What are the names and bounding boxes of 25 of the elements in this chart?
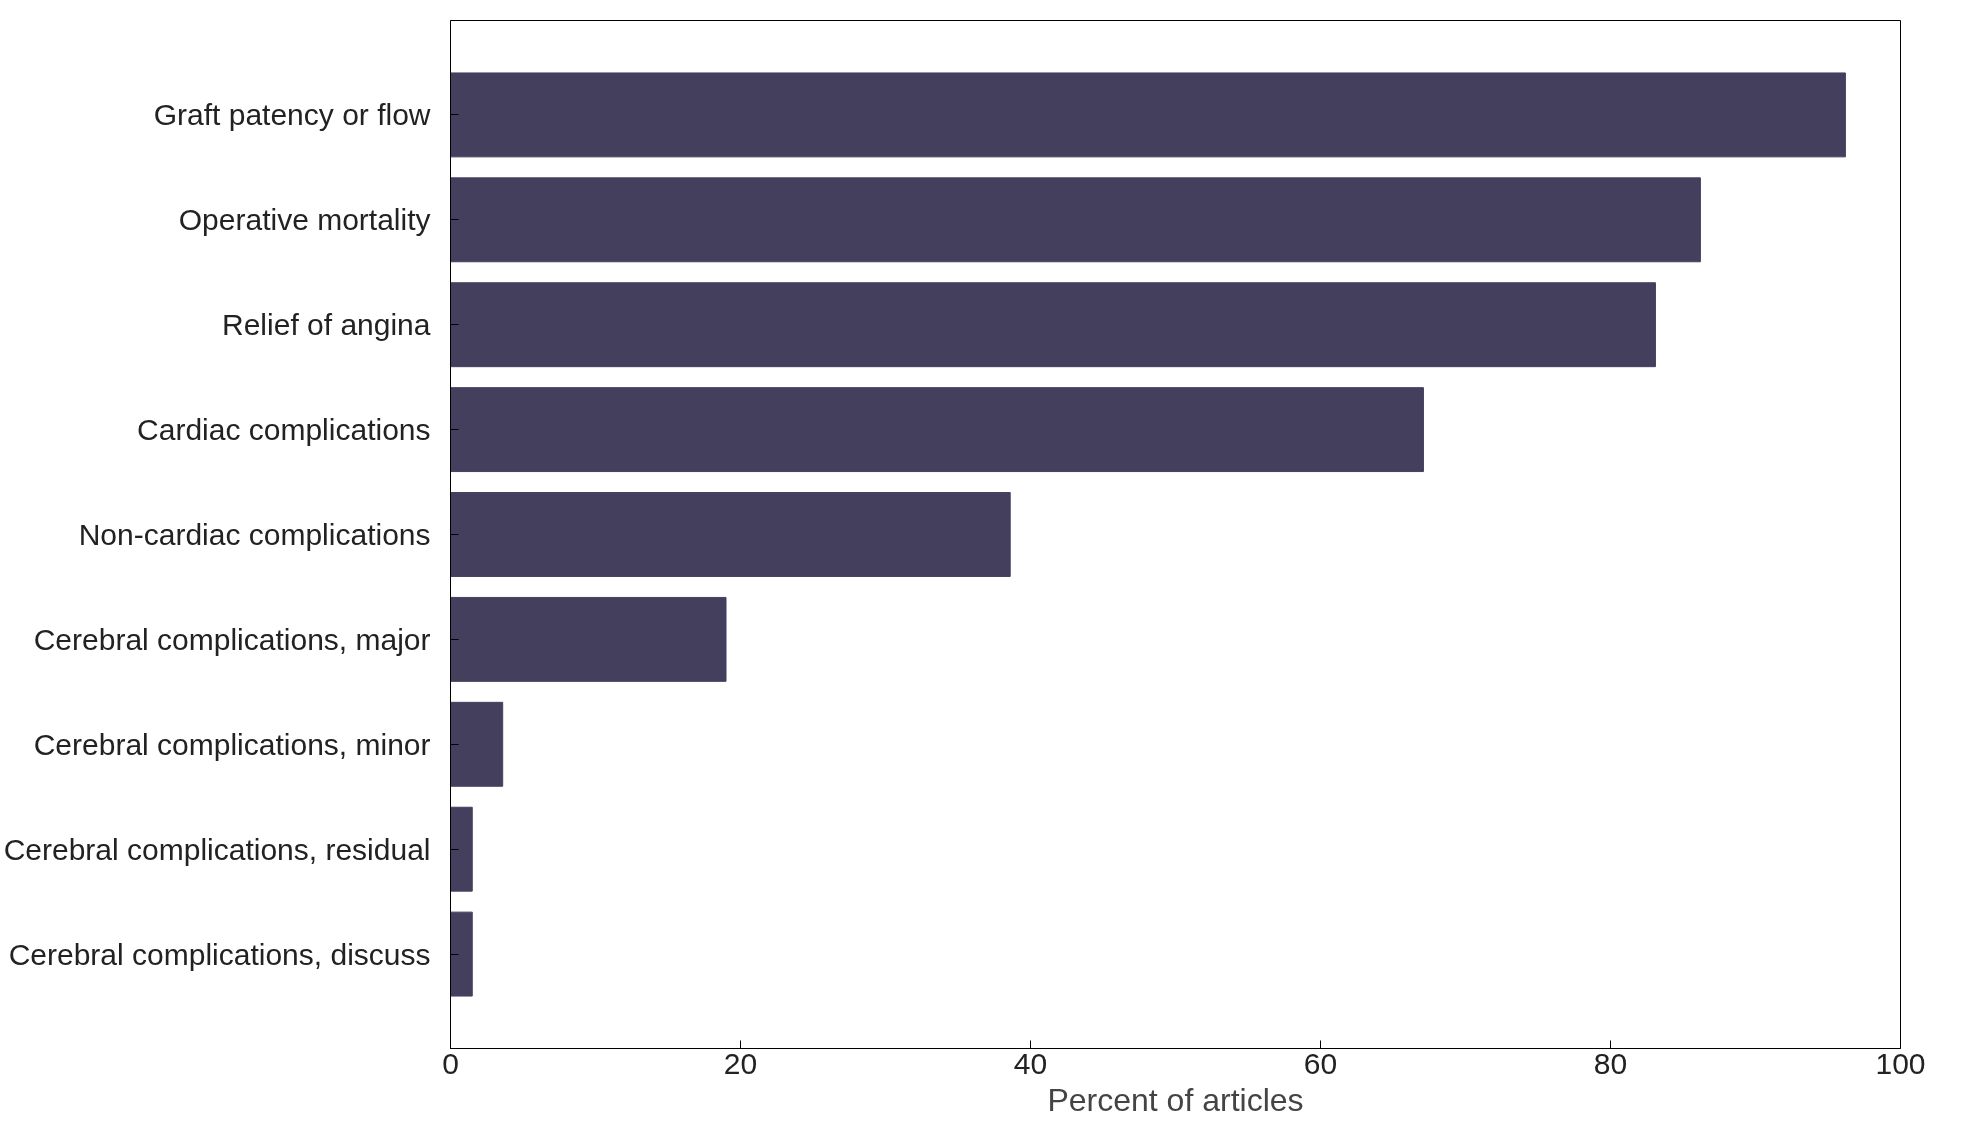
y-tick-label: Cerebral complications, discuss: [8, 937, 431, 971]
x-tick-label: 40: [1013, 1046, 1048, 1080]
bar: [450, 282, 1656, 368]
x-tick-label: 60: [1303, 1046, 1338, 1080]
y-tick-label: Cerebral complications, major: [33, 622, 431, 656]
x-tick-label: 20: [723, 1046, 758, 1080]
y-tick-label: Cerebral complications, residual: [3, 832, 431, 866]
bar: [450, 596, 727, 682]
y-tick-label: Graft patency or flow: [153, 98, 431, 132]
y-tick-label: Non-cardiac complications: [78, 518, 431, 551]
y-tick-label: Operative mortality: [178, 203, 431, 237]
x-tick-label: 0: [442, 1046, 459, 1080]
x-tick-label: 100: [1875, 1046, 1926, 1080]
bar: [450, 911, 473, 997]
y-tick-label: Relief of angina: [222, 308, 431, 342]
bar: [450, 806, 473, 892]
bar: [450, 701, 504, 787]
bar: [450, 387, 1424, 473]
bar: [450, 177, 1701, 263]
bar: [450, 72, 1846, 158]
y-tick-label: Cardiac complications: [137, 413, 431, 447]
x-axis-title: Percent of articles: [1047, 1081, 1304, 1118]
y-tick-label: Cerebral complications, minor: [33, 727, 431, 761]
bar: [450, 492, 1011, 577]
x-tick-label: 80: [1593, 1046, 1628, 1080]
